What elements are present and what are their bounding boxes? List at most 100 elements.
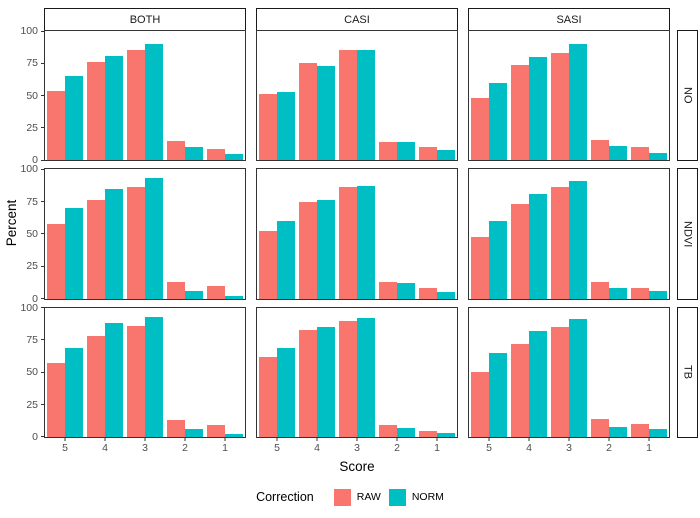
bar-raw-score-5 [47,223,65,299]
bar-raw-score-1 [631,288,649,299]
x-axis-tick [276,436,278,441]
bar-raw-score-2 [379,425,397,437]
bar-raw-score-4 [511,204,529,299]
y-axis-tick-label: 25 [26,260,38,273]
bar-raw-score-5 [471,98,489,161]
bar-norm-score-4 [529,193,547,299]
x-axis-tick-label: 5 [274,441,280,454]
bar-norm-score-4 [317,200,335,299]
x-axis-tick [488,436,490,441]
y-axis-tick [41,371,45,373]
legend-item-norm: NORM [388,488,444,506]
bar-raw-score-5 [47,363,65,437]
bar-norm-score-1 [649,152,667,161]
x-axis-tick [608,436,610,441]
bar-norm-score-5 [489,82,507,161]
bar-norm-score-4 [529,56,547,161]
x-axis-tick-label: 1 [222,441,228,454]
x-axis-tick-label: 4 [526,441,532,454]
legend-item-raw: RAW [333,488,381,506]
bar-norm-score-5 [65,347,83,437]
legend-label-norm: NORM [411,491,444,503]
bar-norm-score-4 [105,188,123,299]
bar-norm-score-1 [437,292,455,299]
bar-norm-score-2 [185,147,203,161]
y-axis-tick-label: 50 [26,227,38,240]
bar-raw-score-3 [127,325,145,437]
panel-no-sasi [468,30,670,162]
bar-norm-score-1 [225,434,243,437]
y-axis-tick [41,30,45,32]
bar-raw-score-3 [551,53,569,161]
x-axis-tick [436,436,438,441]
bar-norm-score-3 [145,43,163,161]
bar-norm-score-2 [397,142,415,161]
legend-title: Correction [256,490,314,504]
bar-raw-score-4 [299,201,317,299]
x-axis-tick [396,436,398,441]
bar-raw-score-3 [339,320,357,437]
bar-norm-score-2 [185,290,203,299]
facet-column-strip-casi: CASI [256,8,458,31]
bar-raw-score-3 [339,50,357,161]
y-axis-tick [41,159,45,161]
legend-swatch-raw [333,488,351,506]
x-axis-tick [568,436,570,441]
bar-raw-score-5 [259,231,277,299]
facet-column-strip-both: BOTH [44,8,246,31]
x-axis-tick-label: 3 [354,441,360,454]
y-axis-tick-label: 25 [26,398,38,411]
facet-row-strip-ndvi: NDVI [677,168,698,300]
panel-tb-casi: 5 4 3 2 1 [256,306,458,454]
x-axis-tick-label: 4 [102,441,108,454]
y-axis-tick [41,265,45,267]
panel-ndvi-both: 0 25 50 75 100 [20,163,246,305]
x-axis-tick-label: 3 [142,441,148,454]
bar-raw-score-1 [419,430,437,437]
facet-row-strip-tb: TB [677,306,698,438]
x-axis-tick [528,436,530,441]
bar-raw-score-4 [87,62,105,161]
y-axis-tick [41,436,45,438]
bar-raw-score-4 [299,63,317,161]
panel-tb-sasi: 5 4 3 2 1 [468,306,670,454]
y-axis-tick [41,62,45,64]
y-axis-tick [41,339,45,341]
x-axis-tick-label: 4 [314,441,320,454]
bar-raw-score-4 [299,329,317,437]
bar-norm-score-5 [489,221,507,299]
bar-raw-score-1 [207,425,225,437]
bar-raw-score-4 [511,64,529,161]
y-axis-tick [41,298,45,300]
bar-raw-score-2 [591,418,609,437]
panel-no-casi [256,30,458,162]
bar-norm-score-4 [529,330,547,437]
y-axis-tick-label: 75 [26,57,38,70]
bar-norm-score-3 [145,178,163,299]
y-axis-tick [41,307,45,309]
bar-raw-score-3 [127,50,145,161]
x-axis-tick-label: 1 [646,441,652,454]
bar-norm-score-1 [437,433,455,437]
panel-ndvi-casi [256,168,458,300]
bar-raw-score-2 [167,420,185,437]
legend-items: RAW NORM [326,488,444,506]
bar-norm-score-3 [145,316,163,437]
bar-norm-score-2 [609,426,627,437]
bar-raw-score-1 [419,147,437,161]
bar-raw-score-2 [591,281,609,299]
bar-raw-score-4 [511,343,529,437]
bar-raw-score-4 [87,336,105,437]
y-axis-tick-label: 75 [26,333,38,346]
bar-norm-score-5 [489,352,507,437]
bar-norm-score-3 [569,319,587,437]
y-axis-tick-label: 0 [32,292,38,305]
bar-norm-score-3 [569,43,587,161]
bar-raw-score-4 [87,200,105,299]
bar-raw-score-1 [207,285,225,299]
bar-norm-score-4 [105,55,123,161]
legend: Correction RAW NORM [0,483,700,511]
bar-norm-score-4 [317,65,335,161]
bar-raw-score-2 [167,140,185,161]
